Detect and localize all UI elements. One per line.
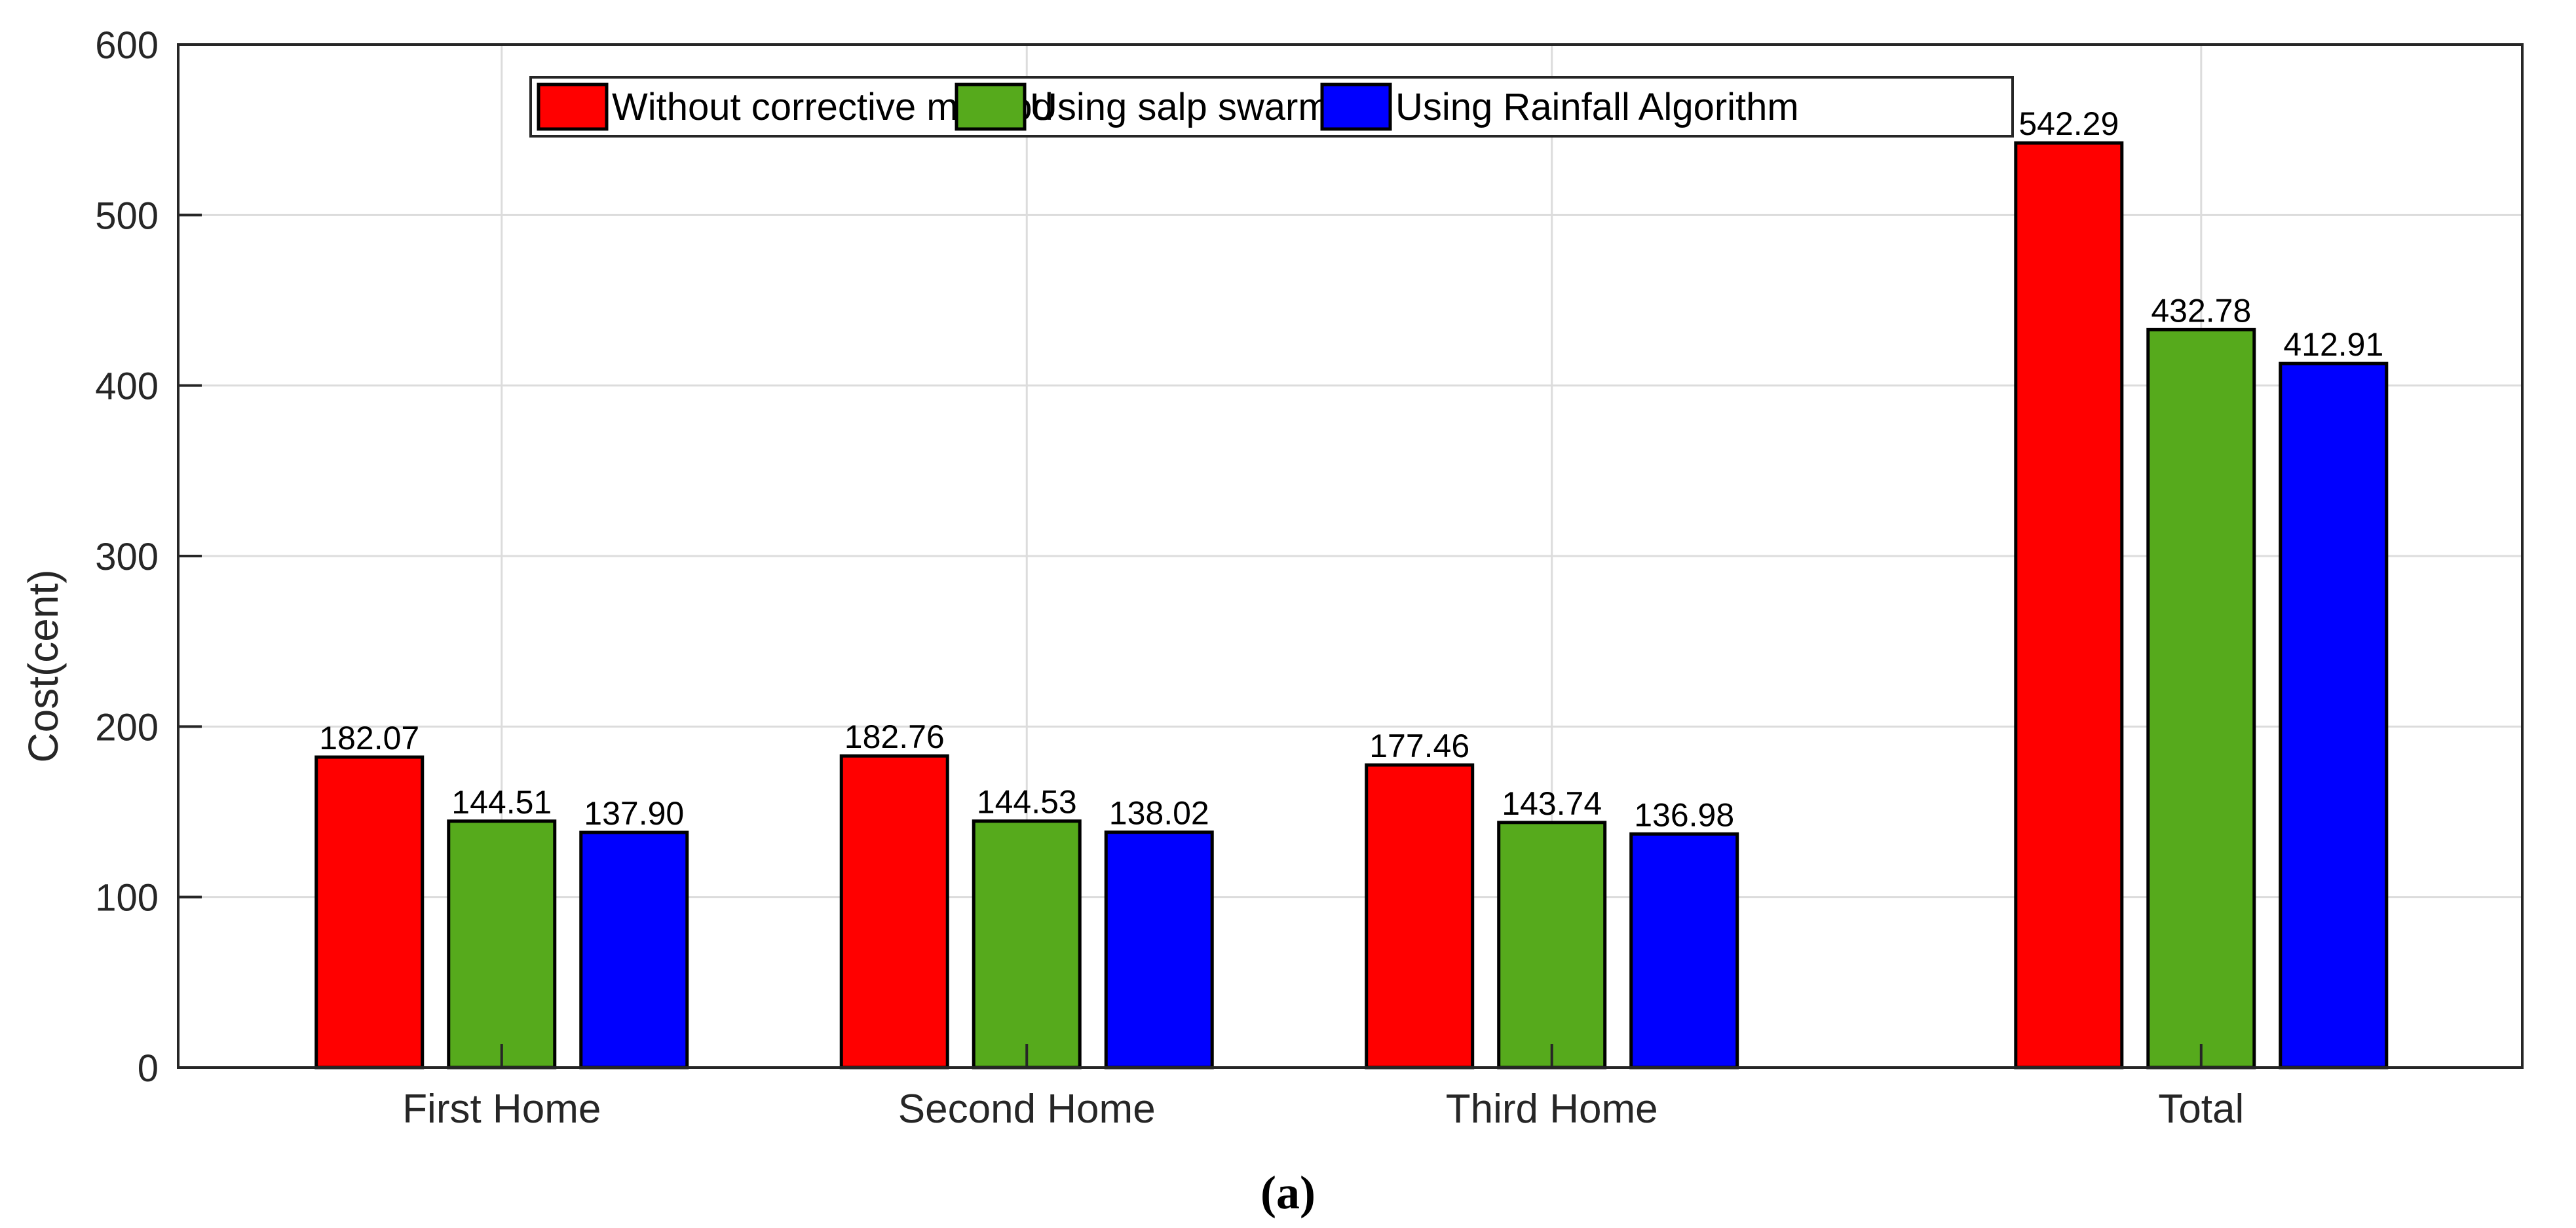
data-label: 182.07 xyxy=(319,720,419,756)
x-tick-label: First Home xyxy=(402,1087,601,1132)
data-label: 136.98 xyxy=(1634,796,1734,833)
legend-label: Using salp swarm xyxy=(1030,86,1330,128)
y-axis-title: Cost(cent) xyxy=(20,569,67,762)
bar xyxy=(579,830,689,1070)
bar xyxy=(1497,821,1607,1070)
data-label: 144.51 xyxy=(451,784,552,821)
data-label: 143.74 xyxy=(1502,785,1602,822)
bar xyxy=(839,754,949,1070)
data-label: 144.53 xyxy=(977,784,1077,821)
legend-swatch xyxy=(1320,83,1392,131)
figure-caption: (a) xyxy=(1260,1166,1316,1219)
legend-box xyxy=(529,76,2014,138)
y-tick-label: 600 xyxy=(95,24,159,67)
data-label: 412.91 xyxy=(2283,326,2383,363)
data-label: 137.90 xyxy=(584,795,684,832)
y-tick-label: 400 xyxy=(95,365,159,408)
bar xyxy=(1104,830,1214,1070)
bar xyxy=(972,819,1082,1070)
bar xyxy=(2014,141,2124,1070)
y-tick-label: 500 xyxy=(95,195,159,237)
legend-swatch xyxy=(955,83,1027,131)
bar xyxy=(2146,327,2256,1070)
bars xyxy=(314,141,2389,1070)
bar xyxy=(314,755,425,1070)
y-tick-label: 100 xyxy=(95,877,159,920)
x-tick-label: Third Home xyxy=(1446,1087,1658,1132)
bar xyxy=(447,819,557,1070)
data-label: 182.76 xyxy=(844,718,945,755)
legend-swatch xyxy=(537,83,609,131)
data-label: 432.78 xyxy=(2151,292,2251,329)
y-tick-label: 0 xyxy=(138,1047,159,1090)
data-label: 542.29 xyxy=(2018,105,2119,142)
axis-ticks: 0 100 200 300 400 500 600 First Home Second Home… xyxy=(95,24,2244,1132)
bar xyxy=(2279,362,2389,1070)
bar xyxy=(1629,832,1739,1070)
data-labels: 182.07 144.51 137.90 182.76 144.53 138.02 177.… xyxy=(319,105,2383,833)
bar xyxy=(1365,763,1475,1070)
data-label: 138.02 xyxy=(1109,795,1209,832)
data-label: 177.46 xyxy=(1369,728,1469,764)
x-tick-label: Total xyxy=(2158,1087,2244,1132)
x-tick-label: Second Home xyxy=(898,1087,1156,1132)
y-tick-label: 300 xyxy=(95,536,159,578)
legend-label: Using Rainfall Algorithm xyxy=(1395,86,1799,128)
y-tick-label: 200 xyxy=(95,706,159,749)
